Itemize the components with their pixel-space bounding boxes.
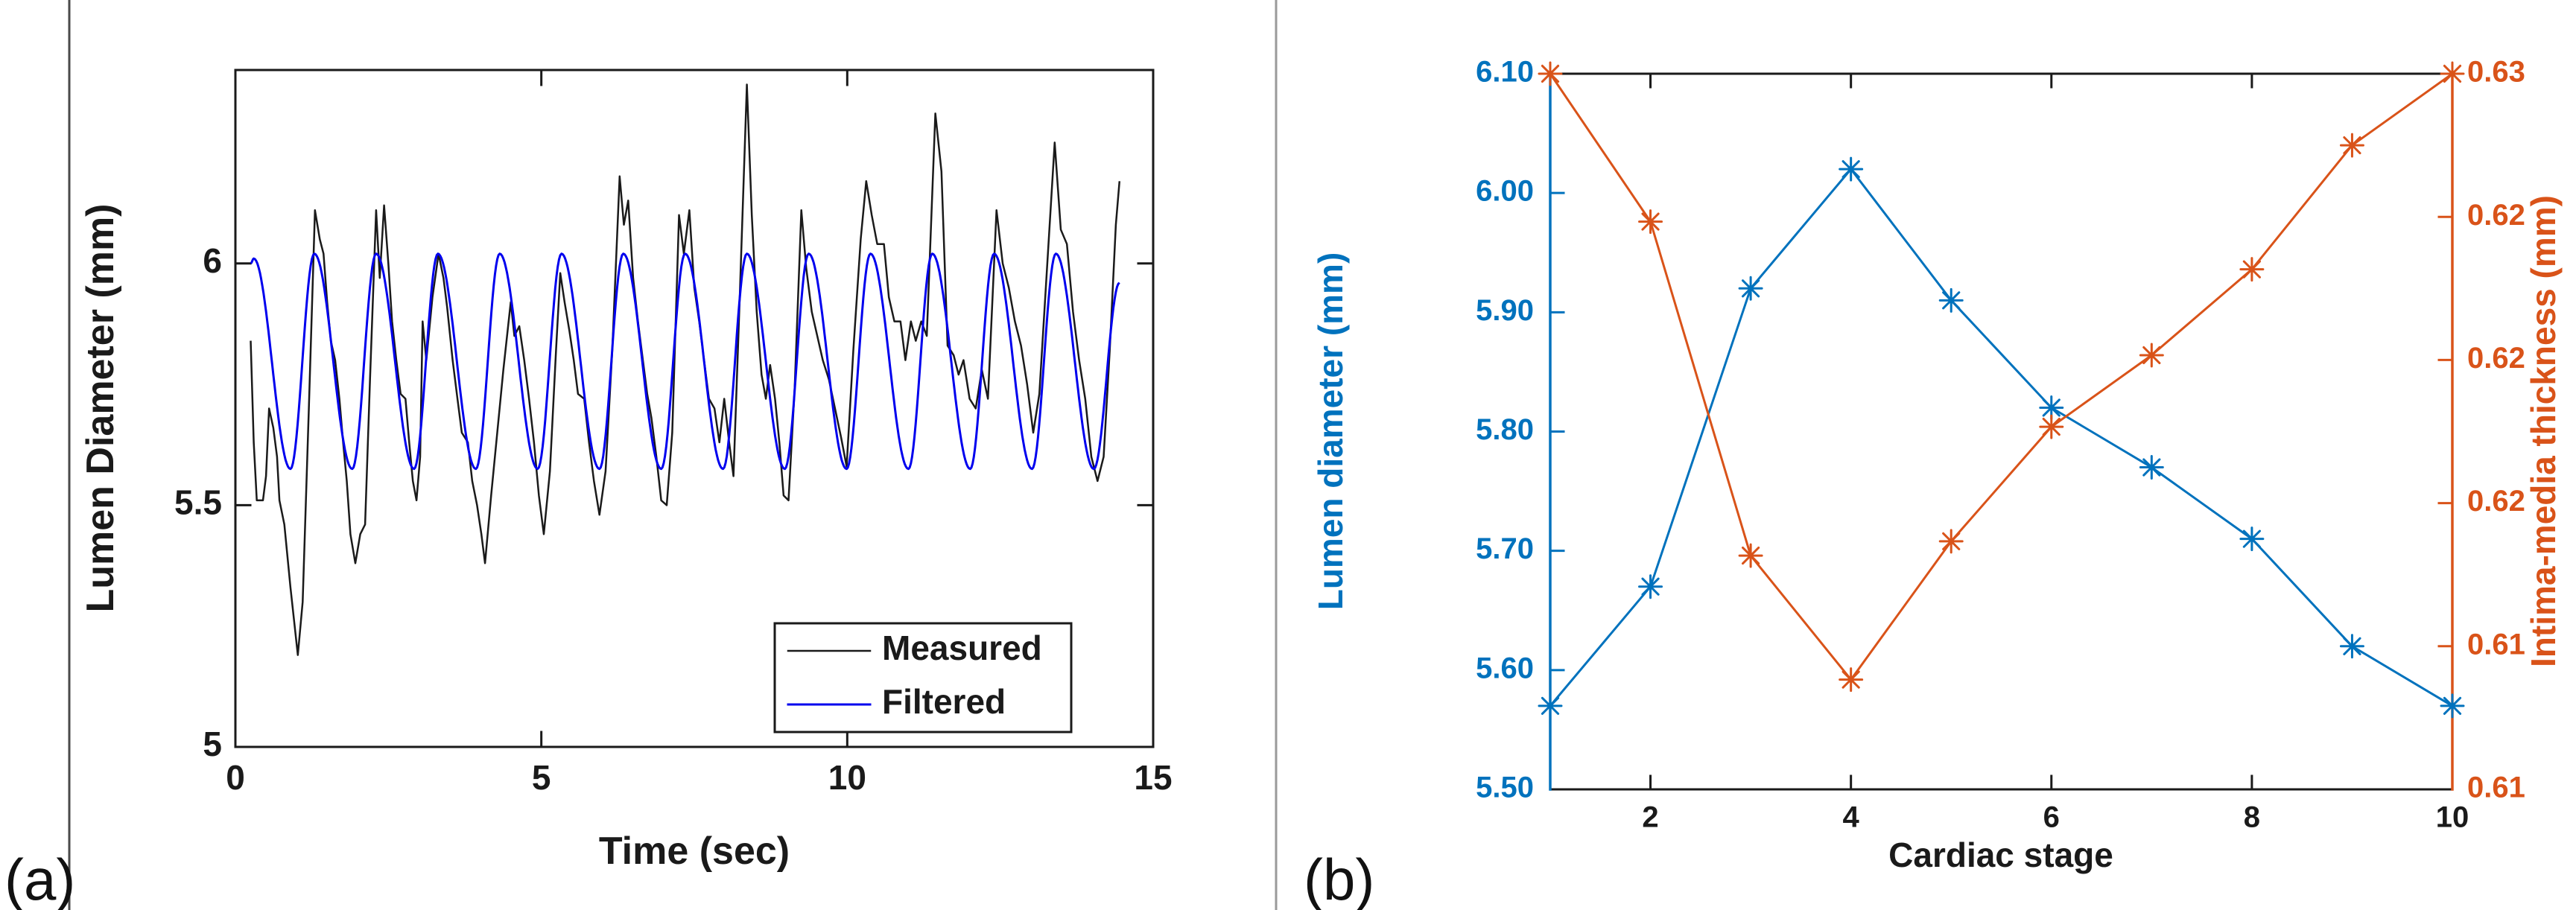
panel-a-series (250, 83, 1121, 656)
x-tick-label: 2 (1642, 801, 1658, 834)
left-y-tick-label: 6.00 (1476, 175, 1534, 208)
right-series-marker (1839, 667, 1864, 693)
right-series-marker (1638, 209, 1663, 235)
right-y-tick-label: 0.61 (2467, 771, 2525, 804)
legend-box (773, 622, 1073, 734)
x-tick-label: 15 (1134, 758, 1172, 797)
right-series-line (1549, 72, 2453, 681)
y-tick-label: 5.5 (174, 483, 222, 522)
panel-a-plot-box (234, 69, 1155, 748)
left-series-marker (2339, 634, 2364, 659)
left-series-marker (1538, 693, 1563, 719)
left-y-tick-label: 5.80 (1476, 413, 1534, 446)
panel-letter-b: (b) (1304, 847, 1374, 910)
right-series-marker (1538, 61, 1563, 86)
panel-b-axes: 2 4 6 8 10 5.50 5.60 5.70 5.80 5.90 6.00 6.10 0.61 0.… (1476, 56, 2525, 834)
right-series-marker (2239, 257, 2265, 282)
panel-b-series (1538, 61, 2465, 719)
left-y-tick-label: 5.60 (1476, 652, 1534, 684)
left-series-marker (1738, 276, 1763, 301)
left-series-marker (1938, 287, 1964, 313)
filtered-line (250, 252, 1120, 471)
right-series-marker (2440, 61, 2465, 86)
y-tick-label: 6 (203, 241, 222, 280)
right-series-marker (2339, 133, 2364, 158)
measured-line (250, 83, 1121, 656)
right-series-marker (2139, 343, 2164, 368)
right-y-tick-label: 0.61 (2467, 628, 2525, 661)
left-series-marker (2139, 455, 2164, 480)
x-tick-label: 0 (226, 758, 245, 797)
panel-letter-a: (a) (4, 847, 75, 910)
x-tick-label: 10 (828, 758, 866, 797)
x-tick-label: 4 (1843, 801, 1860, 834)
panel-b-xlabel: Cardiac stage (1888, 836, 2113, 874)
left-series-marker (1839, 156, 1864, 182)
legend-entry-label: Filtered (882, 682, 1006, 721)
left-series-line (1549, 168, 2453, 707)
x-tick-label: 5 (532, 758, 551, 797)
x-tick-label: 10 (2436, 801, 2469, 834)
right-series-marker (1938, 529, 1964, 554)
right-y-tick-label: 0.63 (2467, 56, 2525, 89)
right-series-marker (1738, 543, 1763, 568)
left-y-tick-label: 5.70 (1476, 532, 1534, 565)
legend-entry-label: Measured (882, 629, 1042, 667)
left-y-tick-label: 5.90 (1476, 294, 1534, 327)
panel-a-legend: Measured Filtered (773, 622, 1073, 734)
left-series-marker (2039, 395, 2064, 420)
y-tick-label: 5 (203, 725, 222, 763)
x-tick-label: 6 (2043, 801, 2060, 834)
left-series-marker (2239, 526, 2265, 552)
panel-b-right-ylabel: Intima-media thickness (mm) (2524, 195, 2563, 667)
right-y-tick-label: 0.62 (2467, 485, 2525, 518)
panel-a-ylabel: Lumen Diameter (mm) (79, 204, 122, 613)
left-y-tick-label: 5.50 (1476, 771, 1534, 804)
right-y-tick-label: 0.62 (2467, 199, 2525, 232)
decoration-lines (68, 0, 1278, 910)
right-series-marker (2039, 414, 2064, 439)
left-y-tick-label: 6.10 (1476, 56, 1534, 89)
panel-b-left-ylabel: Lumen diameter (mm) (1311, 252, 1350, 611)
left-series-marker (2440, 693, 2465, 719)
left-series-marker (1638, 574, 1663, 599)
right-y-tick-label: 0.62 (2467, 342, 2525, 375)
panel-a-xlabel: Time (sec) (599, 830, 790, 873)
x-tick-label: 8 (2244, 801, 2260, 834)
